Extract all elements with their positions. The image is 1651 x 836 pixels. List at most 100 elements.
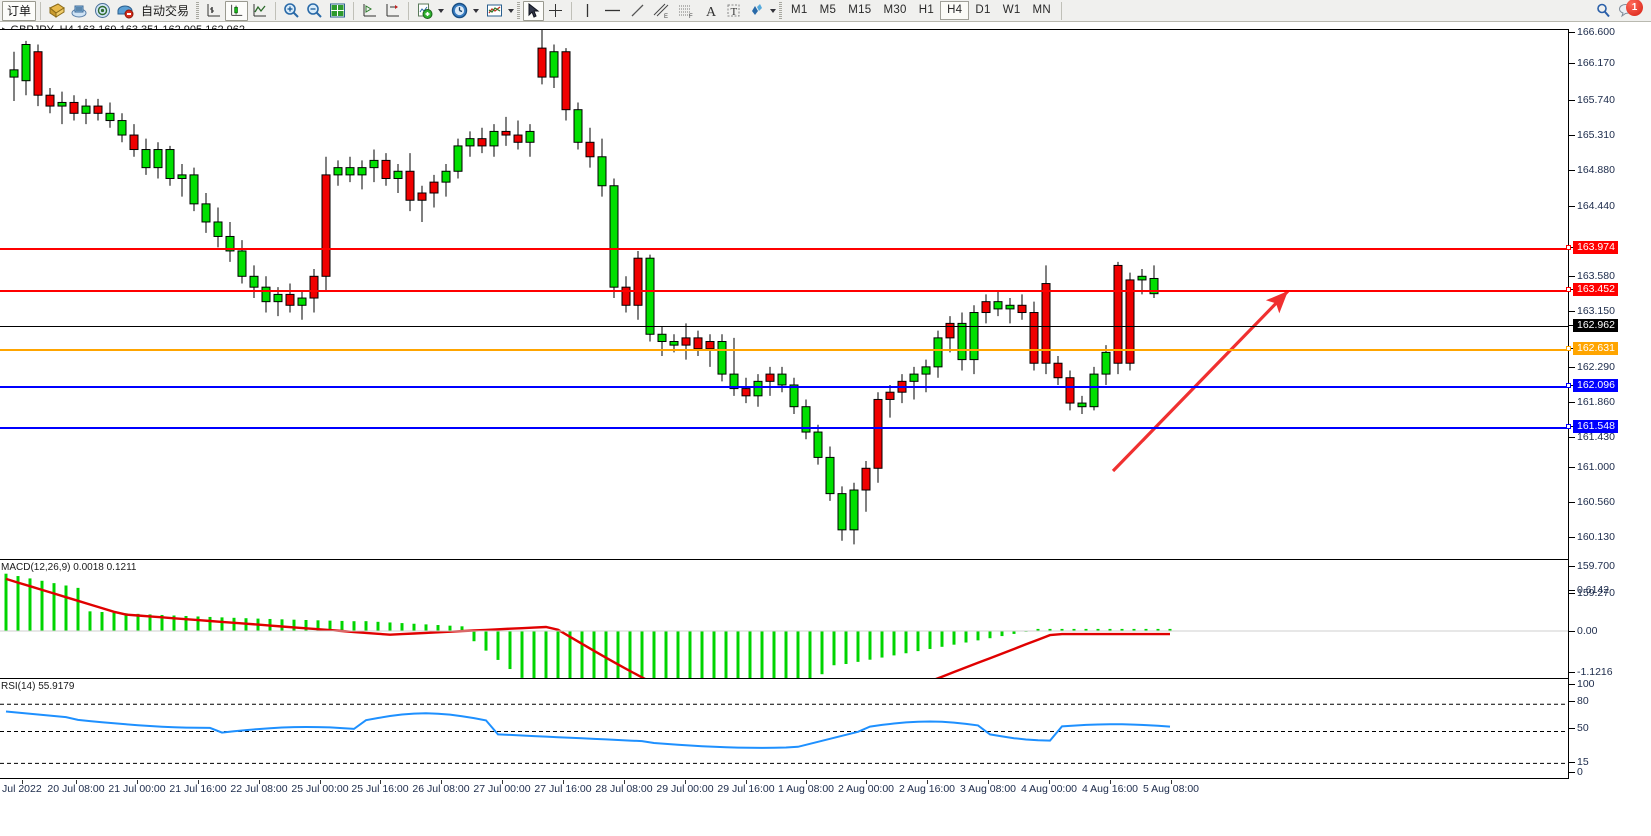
timeframe-m1[interactable]: M1 [791,4,808,16]
timeframe-w1[interactable]: W1 [1002,4,1021,16]
price-line-162.096[interactable] [0,386,1568,388]
time-tick [380,780,381,784]
timeframe-d1[interactable]: D1 [975,4,991,16]
new-order-button[interactable]: 订单 [2,0,37,21]
search-icon[interactable] [1592,1,1615,21]
trend-arrow-annotation[interactable] [0,30,1568,560]
shapes-icon[interactable] [745,1,768,21]
zoom-out-icon[interactable] [303,1,326,21]
scale-tick [1569,325,1575,326]
notification-badge: 1 [1626,0,1643,16]
price-tag-162.962[interactable]: 162.962 [1573,319,1618,332]
zoom-in-icon[interactable] [280,1,303,21]
price-tick-159.700: 159.700 [1577,560,1615,572]
time-label: 27 Jul 00:00 [473,783,531,795]
price-tick-164.880: 164.880 [1577,164,1615,176]
main-toolbar: 订单 自动交易 [0,0,1651,22]
bar-chart-icon[interactable] [202,1,225,21]
timeframe-h1[interactable]: H1 [918,4,935,16]
notification-icon[interactable]: 1 [1615,0,1651,21]
price-chart-panel[interactable] [0,29,1568,560]
macd-indicator-panel[interactable]: MACD(12,26,9) 0.0018 0.1211 [0,561,1568,679]
chevron-down-icon[interactable] [770,8,777,13]
timeframe-m30[interactable]: M30 [883,4,907,16]
price-tick-163.580: 163.580 [1577,270,1615,282]
shift-chart-icon[interactable] [358,1,381,21]
tile-windows-icon[interactable] [326,1,349,21]
scale-tick [1569,247,1575,248]
price-line-163.452[interactable] [0,290,1568,292]
autoscroll-icon[interactable] [381,1,404,21]
scale-tick [1569,590,1575,591]
toolbar-grip[interactable] [196,1,200,20]
timeframe-mn[interactable]: MN [1032,4,1052,16]
price-line-handle[interactable] [1566,424,1571,429]
vertical-line-icon[interactable] [576,1,599,21]
news-icon[interactable] [91,1,114,21]
time-label: 5 Aug 08:00 [1142,783,1200,795]
candlestick-chart-icon[interactable] [225,0,249,21]
price-line-handle[interactable] [1566,245,1571,250]
crosshair-icon[interactable] [544,1,567,21]
svg-text:F: F [689,14,693,19]
scale-tick [1569,701,1575,702]
price-tag-162.631[interactable]: 162.631 [1573,342,1618,355]
toolbar-divider [353,1,355,20]
price-tag-162.096[interactable]: 162.096 [1573,379,1618,392]
trendline-icon[interactable] [626,1,649,21]
price-tag-163.974[interactable]: 163.974 [1573,241,1618,254]
price-line-handle[interactable] [1566,287,1571,292]
time-tick [866,780,867,784]
rsi-series [0,703,1568,764]
text-icon[interactable]: A [699,1,722,21]
fibonacci-icon[interactable]: F [674,1,699,21]
price-tag-163.452[interactable]: 163.452 [1573,283,1618,296]
indicators-icon[interactable] [483,1,506,21]
chevron-down-icon[interactable] [508,8,515,13]
time-axis[interactable]: Jul 2022 20 Jul 08:00 21 Jul 00:00 21 Jul 1… [0,780,1651,836]
price-tag-161.548[interactable]: 161.548 [1573,420,1618,433]
cloud-icon[interactable] [68,1,91,21]
chevron-down-icon[interactable] [473,8,480,13]
scale-tick [1569,728,1575,729]
time-tick [76,780,77,784]
timeframe-m15[interactable]: M15 [848,4,872,16]
timeframe-m5[interactable]: M5 [819,4,837,16]
line-chart-icon[interactable] [248,1,271,21]
chevron-down-icon[interactable] [438,8,445,13]
toolbar-grip[interactable] [779,1,783,20]
toolbar-divider [571,1,573,20]
text-label-icon[interactable]: T [722,1,745,21]
macd-tick-0.00: 0.00 [1577,625,1598,637]
scale-tick [1569,684,1575,685]
time-label: 21 Jul 16:00 [169,783,227,795]
price-line-handle[interactable] [1566,383,1571,388]
toolbar-grip[interactable] [517,1,521,20]
price-tick-165.310: 165.310 [1577,129,1615,141]
rsi-indicator-panel[interactable]: RSI(14) 55.9179 [0,680,1568,779]
new-order-icon[interactable] [45,1,68,21]
horizontal-line-icon[interactable] [599,1,626,21]
autotrade-button[interactable]: 自动交易 [141,4,190,18]
cursor-icon[interactable] [523,0,545,21]
price-tick-161.000: 161.000 [1577,461,1615,473]
price-line-163.974[interactable] [0,248,1568,250]
price-line-162.631[interactable] [0,349,1568,351]
price-scale[interactable]: 166.600 166.170 165.740 165.310 164.880 164.4… [1566,27,1651,779]
price-line-162.962[interactable] [0,326,1568,327]
time-label: 25 Jul 00:00 [291,783,349,795]
svg-text:A: A [706,5,717,19]
equidistant-channel-icon[interactable]: E [649,1,674,21]
macd-label: MACD(12,26,9) 0.0018 0.1211 [1,562,137,573]
new-chart-icon[interactable] [413,1,436,21]
toolbar-divider [275,1,277,20]
timeframe-h4[interactable]: H4 [940,1,970,20]
time-label: 27 Jul 16:00 [534,783,592,795]
time-tick [259,780,260,784]
period-clock-icon[interactable] [448,1,471,21]
price-line-161.548[interactable] [0,427,1568,429]
signals-icon[interactable] [114,1,137,21]
time-tick [441,780,442,784]
toolbar-divider [408,1,410,20]
price-line-handle[interactable] [1566,346,1571,351]
